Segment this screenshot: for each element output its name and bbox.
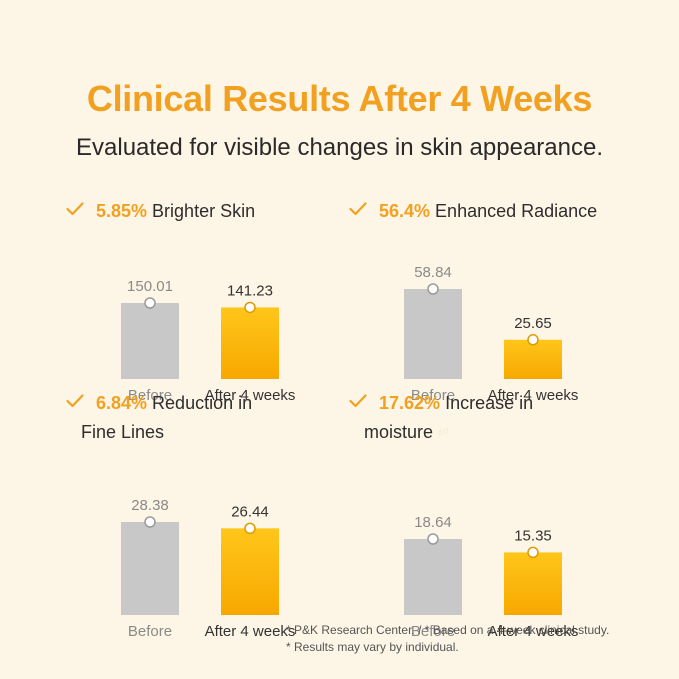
category-label: After 4 weeks [205,623,296,640]
category-label: Before [128,623,172,640]
footnotes: * P&K Research Center. / * Based on a 4-… [286,622,609,656]
footnote-line: * Results may vary by individual. [286,640,459,654]
bar-after [504,339,562,379]
result-panel-moisture: 17.62% Increase in moisture ⁵⁰ 18.64 Befor… [349,389,659,640]
value-marker [244,522,256,535]
result-label: Reduction in [147,393,253,413]
data-label: 26.44 [231,503,269,520]
result-percent: 5.85% [96,201,148,221]
check-icon [349,202,367,216]
result-panel-radiance: 56.4% Enhanced Radiance 58.84 Before 25.65… [349,197,659,407]
result-heading: 17.62% Increase in moisture ⁵⁰ [364,389,649,448]
bar-chart: 58.84 Before 25.65 After 4 weeks [404,264,579,404]
category-label: After 4 weeks [488,387,579,404]
bar-before [404,539,462,615]
result-heading: 6.84% Reduction in Fine Lines [81,389,366,447]
value-marker [527,334,539,346]
result-percent: 56.4% [379,201,431,221]
page-title: Clinical Results After 4 Weeks [86,78,593,119]
category-label: Before [411,623,455,640]
result-label: Enhanced Radiance [430,201,598,221]
bar-after [221,307,279,379]
bar-chart: 150.01 Before 141.23 After 4 weeks [121,278,296,404]
check-icon [66,202,84,216]
value-marker [144,297,156,309]
check-icon [349,394,367,408]
data-label: 18.64 [414,514,452,531]
footnote-line: * P&K Research Center. / * Based on a 4-… [286,623,610,637]
result-label: Brighter Skin [147,201,256,221]
value-marker [427,283,439,295]
value-marker [427,533,439,545]
result-panel-brightness: 5.85% Brighter Skin 150.01 Before 141.23 Af… [66,197,376,407]
bar-after [221,528,279,615]
data-label: 141.23 [227,282,273,299]
result-percent: 17.62% [379,393,441,413]
data-label: 25.65 [514,315,552,332]
result-label-line2: Fine Lines [81,422,165,442]
result-label: Increase in [440,393,534,413]
bar-before [121,522,179,615]
result-heading: 5.85% Brighter Skin [96,197,366,226]
data-label: 58.84 [414,264,452,281]
data-label: 28.38 [131,497,169,514]
result-panel-fine-lines: 6.84% Reduction in Fine Lines 28.38 Before… [66,389,376,640]
bar-chart: 28.38 Before 26.44 After 4 weeks [121,497,296,640]
bar-after [504,552,562,615]
bar-chart: 18.64 Before 15.35 After 4 weeks [404,514,579,640]
category-label: After 4 weeks [488,623,579,640]
result-percent: 6.84% [96,393,148,413]
data-label: 15.35 [514,527,552,544]
value-marker [144,516,156,528]
category-label: Before [128,387,172,404]
value-marker [527,546,539,559]
category-label: Before [411,387,455,404]
check-icon [66,394,84,408]
data-label: 150.01 [127,278,173,295]
category-label: After 4 weeks [205,387,296,404]
result-label-line2: moisture [364,422,434,442]
value-marker [244,301,256,314]
page-subtitle: Evaluated for visible changes in skin ap… [76,134,603,161]
result-heading: 56.4% Enhanced Radiance [379,197,649,226]
bar-before [404,289,462,379]
bar-before [121,303,179,379]
superscript-mark: ⁵⁰ [438,426,449,441]
